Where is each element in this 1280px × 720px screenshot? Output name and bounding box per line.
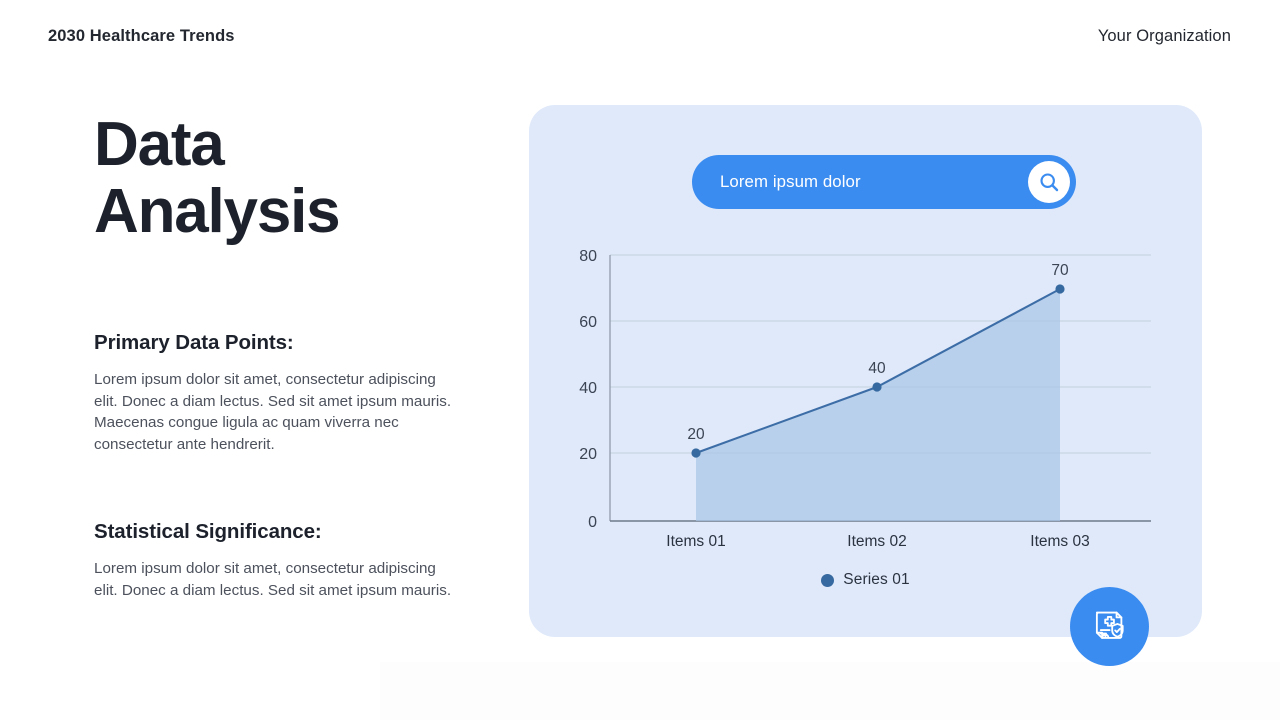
- y-tick-label: 80: [579, 248, 597, 265]
- chart-card: Lorem ipsum dolor: [529, 105, 1202, 637]
- section-heading: Primary Data Points:: [94, 331, 294, 354]
- chart-x-axis-labels: Items 01 Items 02 Items 03: [666, 533, 1089, 550]
- page-title: Data Analysis: [94, 110, 494, 246]
- search-bar[interactable]: Lorem ipsum dolor: [692, 155, 1076, 209]
- chart-y-axis-labels: 80 60 40 20 0: [579, 248, 597, 531]
- chart-data-points: [691, 284, 1065, 458]
- y-tick-label: 0: [588, 514, 597, 531]
- search-button[interactable]: [1028, 161, 1070, 203]
- y-tick-label: 60: [579, 314, 597, 331]
- header-title-left: 2030 Healthcare Trends: [48, 27, 235, 45]
- section-heading: Statistical Significance:: [94, 520, 322, 543]
- search-input[interactable]: Lorem ipsum dolor: [720, 172, 861, 191]
- page-title-line-2: Analysis: [94, 176, 341, 246]
- legend-label: Series 01: [843, 571, 910, 588]
- y-tick-label: 20: [579, 446, 597, 463]
- y-tick-label: 40: [579, 380, 597, 397]
- section-body: Lorem ipsum dolor sit amet, consectetur …: [94, 371, 452, 454]
- legend-marker-icon: [821, 573, 835, 587]
- page-title-line-1: Data: [94, 110, 225, 179]
- search-icon: [1040, 173, 1059, 192]
- header-title-right: Your Organization: [1097, 27, 1231, 45]
- point-value-label: 40: [868, 360, 886, 377]
- chart-point-labels: 20 40 70: [687, 262, 1069, 443]
- section-statistical-significance: Statistical Significance: Lorem ipsum do…: [94, 520, 460, 601]
- medical-record-shield-icon: [1095, 611, 1124, 639]
- x-tick-label: Items 02: [847, 533, 906, 550]
- section-body: Lorem ipsum dolor sit amet, consectetur …: [94, 560, 452, 599]
- area-chart: 80 60 40 20 0 20 40 70 Items 01 Items 02…: [579, 248, 1151, 550]
- x-tick-label: Items 01: [666, 533, 725, 550]
- point-value-label: 70: [1051, 262, 1069, 279]
- medical-record-badge: [1070, 587, 1149, 666]
- x-tick-label: Items 03: [1030, 533, 1089, 550]
- section-primary-data-points: Primary Data Points: Lorem ipsum dolor s…: [94, 331, 460, 456]
- point-value-label: 20: [687, 426, 705, 443]
- chart-area-fill: [696, 289, 1060, 521]
- chart-legend: Series 01: [529, 571, 1202, 589]
- bottom-wash: [380, 662, 1280, 720]
